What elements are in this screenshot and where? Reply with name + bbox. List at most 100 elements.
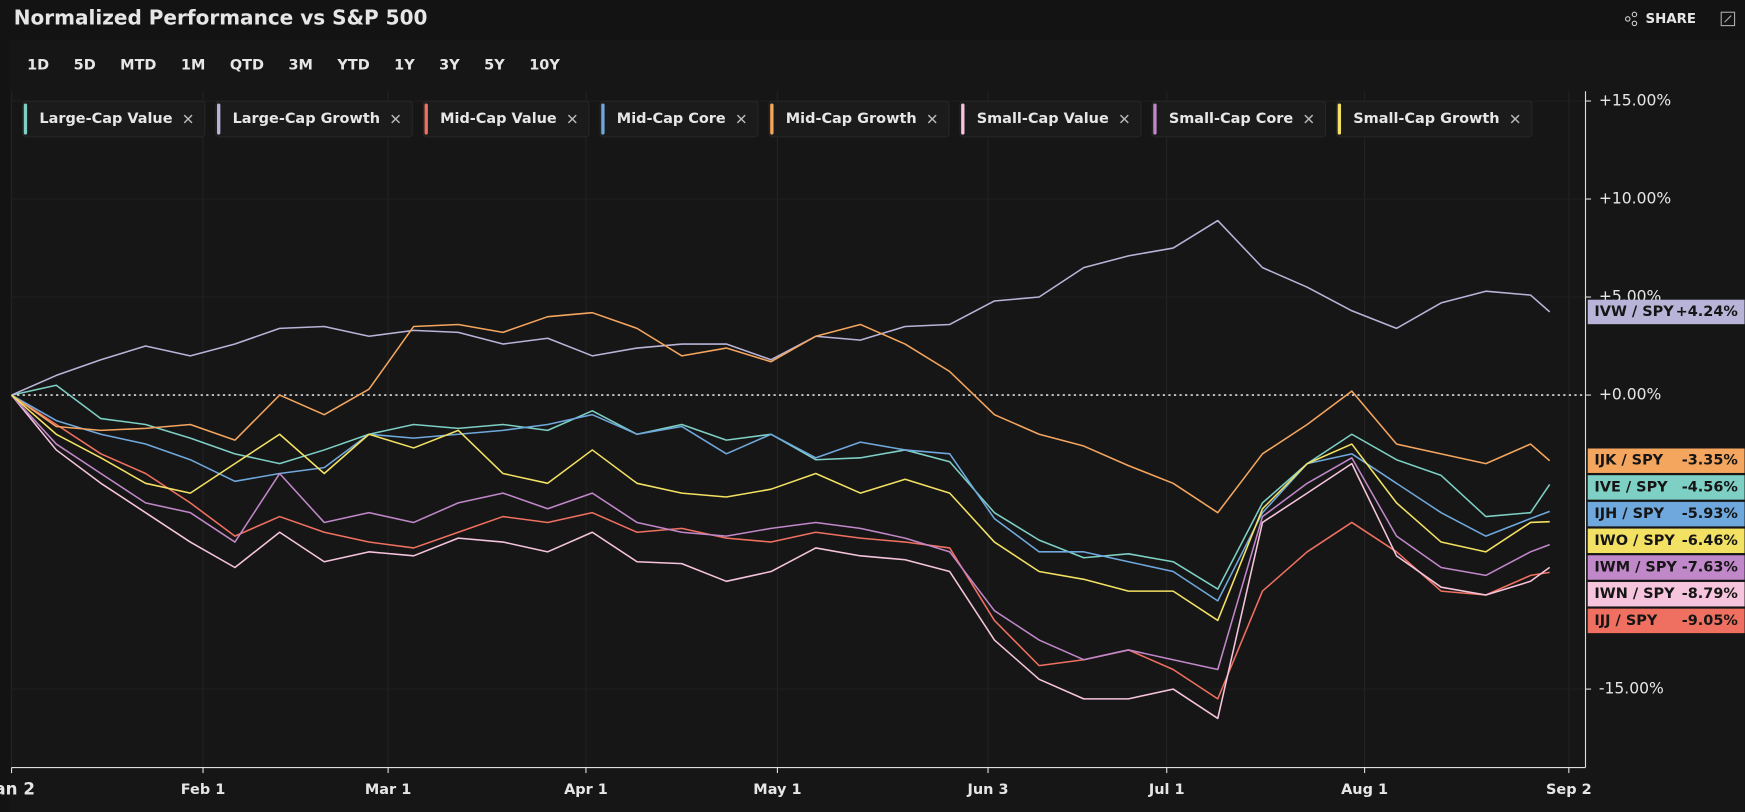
end-value: -9.05% <box>1682 613 1739 629</box>
end-value: +4.24% <box>1676 304 1739 320</box>
chip-background <box>215 100 413 138</box>
chip-background <box>599 100 759 138</box>
chip-background <box>1336 100 1533 138</box>
series-line <box>11 384 1551 590</box>
end-ticker: IVW / SPY <box>1594 304 1674 320</box>
end-ticker: IJJ / SPY <box>1594 613 1657 629</box>
range-button[interactable]: 3M <box>288 58 312 74</box>
series-line <box>11 394 1550 602</box>
chip-background <box>959 100 1142 138</box>
end-value: -5.93% <box>1682 506 1739 522</box>
range-label: QTD <box>230 58 264 74</box>
x-tick-label: Jun 3 <box>967 782 1009 798</box>
range-label: YTD <box>336 58 369 74</box>
range-button[interactable]: MTD <box>120 58 156 74</box>
remove-icon <box>927 114 937 124</box>
legend-chip[interactable]: Mid-Cap Core <box>599 100 759 138</box>
chip-swatch <box>601 103 605 135</box>
chip-swatch <box>1337 103 1342 135</box>
x-tick-label: Jan 2 <box>0 779 35 798</box>
y-tick-label: +0.00% <box>1599 386 1661 404</box>
range-button[interactable]: 1Y <box>394 58 415 74</box>
chip-swatch <box>770 103 774 135</box>
range-label: 3Y <box>439 58 460 74</box>
end-ticker: IJH / SPY <box>1594 506 1664 522</box>
end-badge <box>1587 608 1745 634</box>
range-button[interactable]: 5Y <box>484 58 505 74</box>
chip-swatch <box>1153 103 1157 135</box>
remove-icon <box>391 114 401 124</box>
chart-title: Normalized Performance vs S&P 500 <box>14 5 428 29</box>
range-button[interactable]: 5D <box>74 58 96 74</box>
range-label: 1D <box>27 58 49 74</box>
end-ticker: IWO / SPY <box>1594 533 1675 549</box>
chip-background <box>1151 100 1327 138</box>
end-value: -7.63% <box>1682 560 1739 576</box>
end-ticker: IVE / SPY <box>1594 479 1668 495</box>
end-ticker: IJK / SPY <box>1594 453 1663 469</box>
range-button[interactable]: 1M <box>181 58 205 74</box>
legend-label: Small-Cap Value <box>977 111 1109 127</box>
range-button[interactable]: 3Y <box>439 58 460 74</box>
x-tick-label: Feb 1 <box>181 782 226 798</box>
legend-chip[interactable]: Small-Cap Growth <box>1336 100 1533 138</box>
range-selector: 1D 5D MTD 1M QTD 3M YTD 1Y 3Y 5Y 10Y <box>27 58 560 74</box>
range-label: MTD <box>120 58 156 74</box>
expand-icon <box>1720 11 1736 27</box>
chip-background <box>768 100 950 138</box>
end-badge <box>1587 299 1745 325</box>
series-line <box>11 394 1550 700</box>
chip-swatch <box>424 103 428 135</box>
share-label: SHARE <box>1646 12 1696 27</box>
plot-lines <box>10 219 1551 720</box>
remove-icon <box>1304 114 1314 124</box>
x-tick-label: Sep 2 <box>1546 782 1592 798</box>
legend-label: Mid-Cap Growth <box>786 111 917 127</box>
legend-label: Mid-Cap Value <box>440 111 557 127</box>
range-button[interactable]: YTD <box>336 58 369 74</box>
share-button[interactable]: SHARE <box>1624 11 1696 27</box>
end-value: -4.56% <box>1682 479 1739 495</box>
legend-chip[interactable]: Mid-Cap Value <box>422 100 590 138</box>
share-icon <box>1631 11 1638 18</box>
legend-chip[interactable]: Small-Cap Value <box>959 100 1142 138</box>
expand-icon <box>1724 15 1732 23</box>
chip-background <box>22 100 206 138</box>
share-icon <box>1624 16 1631 22</box>
legend-label: Mid-Cap Core <box>617 111 726 127</box>
legend-chip[interactable]: Large-Cap Value <box>22 100 206 138</box>
end-badge <box>1587 475 1745 500</box>
end-value: -3.35% <box>1682 453 1739 469</box>
x-tick-label: Mar 1 <box>365 782 411 798</box>
end-badge <box>1587 528 1745 554</box>
end-badge <box>1587 501 1745 527</box>
expand-button[interactable] <box>1720 11 1736 27</box>
range-button[interactable]: QTD <box>230 58 264 74</box>
remove-icon <box>1510 114 1520 124</box>
remove-icon <box>183 114 193 124</box>
end-badge <box>1587 581 1745 607</box>
range-label: 10Y <box>529 58 560 74</box>
chip-swatch <box>23 103 28 135</box>
range-label: 1Y <box>394 58 415 74</box>
chip-swatch <box>961 103 965 135</box>
series-line <box>10 394 1550 671</box>
remove-icon <box>567 114 577 124</box>
legend-chip[interactable]: Large-Cap Growth <box>215 100 413 138</box>
end-badge <box>1587 448 1745 473</box>
legend-chip[interactable]: Mid-Cap Growth <box>768 100 950 138</box>
legend-label: Large-Cap Value <box>39 111 172 127</box>
y-tick-label: -15.00% <box>1599 680 1664 698</box>
range-label: 3M <box>288 58 312 74</box>
range-button[interactable]: 1D <box>27 58 49 74</box>
legend-label: Small-Cap Core <box>1169 111 1294 127</box>
share-icon <box>1631 20 1638 27</box>
end-ticker: IWM / SPY <box>1594 560 1677 576</box>
end-badge <box>1587 555 1745 580</box>
y-tick-label: +10.00% <box>1599 190 1671 208</box>
panel <box>9 40 1745 812</box>
chip-background <box>422 100 590 138</box>
range-button[interactable]: 10Y <box>529 58 560 74</box>
legend-chip[interactable]: Small-Cap Core <box>1151 100 1327 138</box>
